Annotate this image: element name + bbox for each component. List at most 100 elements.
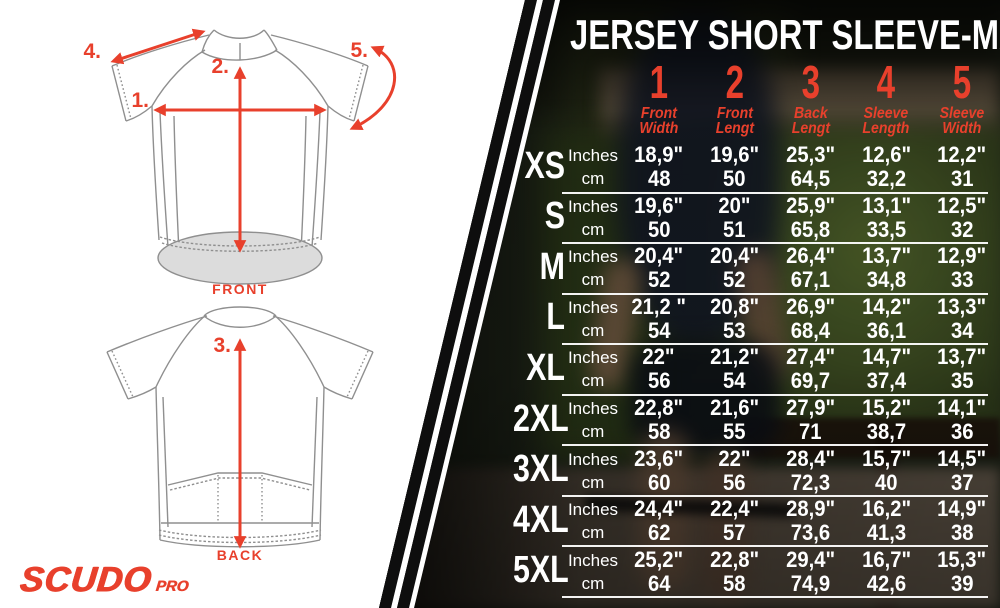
column-number: 5 [952,56,972,108]
cm-value: 53 [723,317,746,343]
measurement-cell: 14,2" 36,1 [848,294,924,343]
inches-value: 19,6" [710,142,760,168]
size-rows: XS Inches cm 18,9" 48 19,6" 50 25,3" 64,5 12,6" 32… [500,142,1000,598]
size-label: XS [524,144,565,187]
inches-value: 12,6" [861,142,911,168]
measurement-cell: 21,6" 55 [697,396,773,444]
cm-value: 71 [799,419,822,444]
size-label: 3XL [513,448,569,491]
unit-labels: Inches cm [565,245,621,291]
column-number: 3 [801,56,820,108]
front-jersey-outline [111,29,369,285]
back-jersey-outline [106,306,374,548]
measurement-cell: 13,7" 35 [924,345,1000,393]
inches-value: 13,3" [937,293,987,319]
column-label-line: Front [640,105,677,122]
measurement-cell: 21,2 " 54 [621,293,697,343]
cm-value: 54 [647,317,671,343]
table-row: S Inches cm 19,6" 50 20" 51 25,9" 65,8 13,1" 33,5 1… [500,192,1000,245]
marker-1-label: 1. [131,89,149,112]
measurement-cell: 13,1" 33,5 [848,193,924,242]
column-number: 2 [725,56,744,108]
size-label: 2XL [513,397,569,440]
cm-value: 56 [723,469,746,495]
measurement-cell: 18,9" 48 [621,143,697,191]
measurement-cell: 22,4" 57 [697,497,773,545]
measurement-cell: 24,4" 62 [621,497,697,545]
cm-value: 33 [950,267,974,293]
inches-value: 22,4" [710,496,760,522]
unit-labels: Inches cm [565,144,621,190]
measurement-cell: 12,6" 32,2 [848,143,924,191]
inches-value: 21,6" [710,395,760,420]
inches-value: 12,9" [937,243,987,269]
cm-value: 37,4 [866,368,906,394]
size-label: 4XL [513,498,569,541]
inches-value: 25,3" [785,142,835,168]
unit-labels: Inches cm [565,498,621,544]
measurement-cell: 22,8" 58 [621,396,697,444]
table-row: 3XL Inches cm 23,6" 60 22" 56 28,4" 72,3 15,7" 40 1… [500,445,1000,497]
cm-value: 39 [950,570,974,596]
inches-value: 24,4" [634,496,684,522]
cm-unit-label: cm [581,422,605,441]
inches-value: 15,7" [861,445,911,471]
measurement-cell: 12,2" 31 [924,143,1000,191]
inches-unit-label: Inches [567,247,619,267]
row-separator [562,494,988,497]
inches-unit-label: Inches [567,348,619,368]
cm-value: 57 [723,520,746,546]
inches-value: 14,7" [861,344,911,370]
inches-value: 21,2 " [631,293,687,319]
inches-value: 23,6" [634,445,684,471]
row-separator [562,393,988,396]
table-row: M Inches cm 20,4" 52 20,4" 52 26,4" 67,1 13,7" 34,… [500,243,1000,295]
cm-unit-label: cm [581,169,605,189]
column-label: Back Lengt [777,104,844,137]
inches-value: 13,7" [937,344,987,370]
size-label: L [546,296,565,339]
row-separator [562,343,988,346]
cm-unit-label: cm [581,219,605,239]
inches-value: 13,7" [861,243,911,269]
inches-unit-label: Inches [567,146,619,166]
size-label: M [539,245,565,288]
cm-value: 50 [723,166,746,192]
table-row: XS Inches cm 18,9" 48 19,6" 50 25,3" 64,5 12,6" 32… [500,142,1000,194]
measurement-cell: 28,9" 73,6 [773,497,849,545]
measurement-cell: 15,7" 40 [848,445,924,495]
measurement-cell: 16,2" 41,3 [848,497,924,545]
measurement-cell: 27,9" 71 [773,396,849,444]
measure-arrow-5 [349,45,397,130]
front-measure-arrows [110,28,397,253]
row-separator [562,595,988,598]
measurement-cell: 19,6" 50 [621,193,697,242]
measurement-cell: 20,4" 52 [697,244,773,292]
measurement-cell: 23,6" 60 [621,445,697,495]
cm-unit-label: cm [581,371,605,391]
measurement-cell: 15,2" 38,7 [848,396,924,444]
measurement-cell: 27,4" 69,7 [773,345,849,393]
measurement-cell: 22,8" 58 [697,547,773,596]
inches-value: 20,4" [710,243,760,269]
cm-value: 36 [950,419,974,444]
inches-value: 16,7" [861,546,911,572]
cm-value: 52 [647,267,671,293]
measurement-cell: 20,8" 53 [697,294,773,343]
column-label-line: Width [639,120,679,137]
cm-unit-label: cm [581,523,605,543]
unit-labels: Inches cm [565,397,621,443]
cm-value: 34 [950,317,974,343]
measurement-cell: 12,5" 32 [924,192,1000,242]
measurement-cell: 20,4" 52 [621,244,697,292]
inches-unit-label: Inches [567,196,619,216]
measurement-cell: 21,2" 54 [697,345,773,393]
inches-unit-label: Inches [567,449,619,469]
inches-value: 22" [642,344,675,370]
unit-labels: Inches cm [565,549,621,595]
scudo-pro-logo: SCUDOPRO [18,560,191,600]
inches-value: 20" [718,192,751,218]
column-label-line: Sleeve [939,105,985,122]
inches-value: 12,5" [937,192,987,218]
cm-value: 68,4 [790,317,831,343]
